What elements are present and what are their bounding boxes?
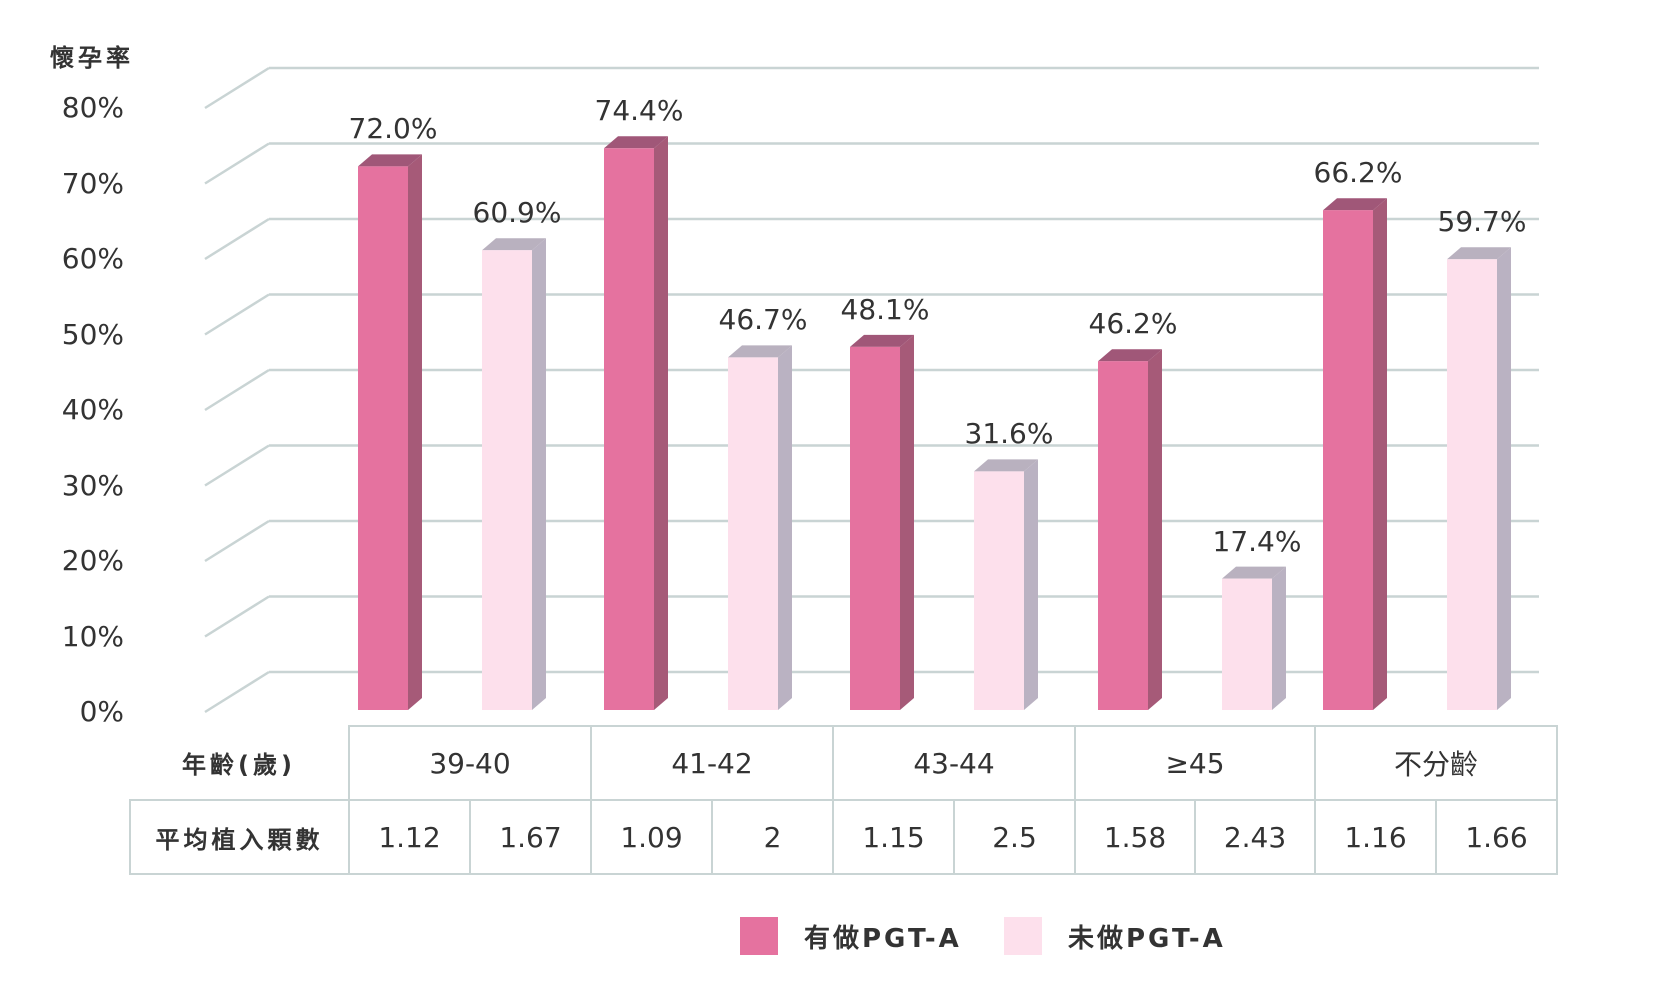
bar-s2-2 <box>974 471 1024 710</box>
bar-s1-1 <box>604 148 654 710</box>
y-tick-20: 20% <box>61 544 124 577</box>
bar-s1-3 <box>1098 361 1148 710</box>
implanted-value-5: 2.5 <box>953 799 1076 875</box>
gridline-side-10 <box>204 595 270 638</box>
bar-side-s2-3 <box>1272 566 1286 710</box>
implanted-value-0: 1.12 <box>348 799 471 875</box>
y-tick-60: 60% <box>61 242 124 275</box>
gridline-side-80 <box>204 66 270 110</box>
gridline-side-50 <box>204 293 270 336</box>
implanted-value-8: 1.16 <box>1314 799 1437 875</box>
bar-s2-4 <box>1447 259 1497 710</box>
bar-top-s1-0 <box>358 154 422 167</box>
y-tick-30: 30% <box>61 468 124 502</box>
implanted-row: 平均植入顆數 1.12 1.67 1.09 2 1.15 2.5 1.58 2.43 1.16 1.… <box>129 799 1558 875</box>
implanted-value-4: 1.15 <box>832 799 955 875</box>
value-label-s1-0: 72.0% <box>348 112 438 146</box>
value-label-s1-4: 66.2% <box>1313 156 1403 190</box>
value-label-s2-3: 17.4% <box>1212 524 1302 558</box>
value-label-s1-2: 48.1% <box>840 292 930 326</box>
bar-s2-3 <box>1222 578 1272 710</box>
bar-top-s2-0 <box>482 238 546 251</box>
y-tick-0: 0% <box>79 695 124 728</box>
bar-side-s1-4 <box>1373 198 1387 710</box>
implanted-value-9: 1.66 <box>1435 799 1558 875</box>
gridline-side-40 <box>204 368 270 412</box>
gridline-side-0 <box>204 670 270 714</box>
value-label-s2-2: 31.6% <box>964 417 1054 451</box>
bar-top-s2-4 <box>1447 247 1511 260</box>
implanted-value-2: 1.09 <box>590 799 713 875</box>
value-label-s2-1: 46.7% <box>718 303 808 337</box>
legend-label-pgt-a: 有做PGT-A <box>804 923 962 954</box>
bar-top-s1-2 <box>850 334 914 347</box>
bar-side-s1-1 <box>654 136 668 710</box>
age-group-3: ≥45 <box>1074 725 1316 801</box>
age-group-1: 41-42 <box>590 725 834 801</box>
legend-swatch-no-pgt-a <box>1004 917 1042 955</box>
implanted-value-6: 1.58 <box>1074 799 1196 875</box>
implanted-header: 平均植入顆數 <box>129 799 350 875</box>
legend-item-no-pgt-a: 未做PGT-A <box>1004 917 1226 955</box>
bar-side-s1-2 <box>900 334 914 710</box>
age-header: 年齡(歲) <box>130 726 350 801</box>
gridline-side-30 <box>204 444 270 487</box>
legend-label-no-pgt-a: 未做PGT-A <box>1068 923 1226 954</box>
y-tick-70: 70% <box>61 166 124 200</box>
y-tick-40: 40% <box>61 393 124 426</box>
value-label-s1-3: 46.2% <box>1088 307 1178 341</box>
x-axis-table: 年齡(歲) 39-40 41-42 43-44 ≥45 不分齡 平均植入顆數 1.12 1.6… <box>129 725 1558 875</box>
gridline-side-70 <box>204 142 270 185</box>
y-tick-10: 10% <box>61 619 124 653</box>
bar-s1-0 <box>358 166 408 710</box>
bar-s1-2 <box>850 346 900 710</box>
value-label-s1-1: 74.4% <box>594 94 684 128</box>
bar-s2-0 <box>482 250 532 710</box>
bar-side-s1-3 <box>1148 349 1162 710</box>
bar-side-s2-0 <box>532 238 546 710</box>
age-group-2: 43-44 <box>832 725 1076 801</box>
age-row: 年齡(歲) 39-40 41-42 43-44 ≥45 不分齡 <box>130 725 1558 801</box>
implanted-value-7: 2.43 <box>1194 799 1316 875</box>
bar-top-s2-3 <box>1222 566 1286 579</box>
y-tick-50: 50% <box>61 317 124 351</box>
bar-side-s2-1 <box>778 345 792 710</box>
gridline-side-20 <box>204 519 270 563</box>
bar-top-s1-4 <box>1323 198 1387 211</box>
y-tick-80: 80% <box>61 91 124 124</box>
bar-top-s2-1 <box>728 345 792 358</box>
age-group-4: 不分齡 <box>1314 725 1558 801</box>
value-label-s2-4: 59.7% <box>1437 205 1527 239</box>
implanted-value-3: 2 <box>711 799 834 875</box>
bar-side-s2-4 <box>1497 247 1511 710</box>
bar-s1-4 <box>1323 210 1373 710</box>
gridline-side-60 <box>204 217 270 261</box>
value-label-s2-0: 60.9% <box>472 196 562 230</box>
bar-s2-1 <box>728 357 778 710</box>
bar-top-s2-2 <box>974 459 1038 472</box>
bar-top-s1-1 <box>604 136 668 149</box>
bar-side-s1-0 <box>408 154 422 710</box>
legend-item-pgt-a: 有做PGT-A <box>740 917 962 955</box>
implanted-value-1: 1.67 <box>469 799 592 875</box>
bar-side-s2-2 <box>1024 459 1038 710</box>
y-axis-title: 懷孕率 <box>50 44 134 72</box>
bar-top-s1-3 <box>1098 349 1162 362</box>
legend-swatch-pgt-a <box>740 917 778 955</box>
age-group-0: 39-40 <box>348 725 592 801</box>
